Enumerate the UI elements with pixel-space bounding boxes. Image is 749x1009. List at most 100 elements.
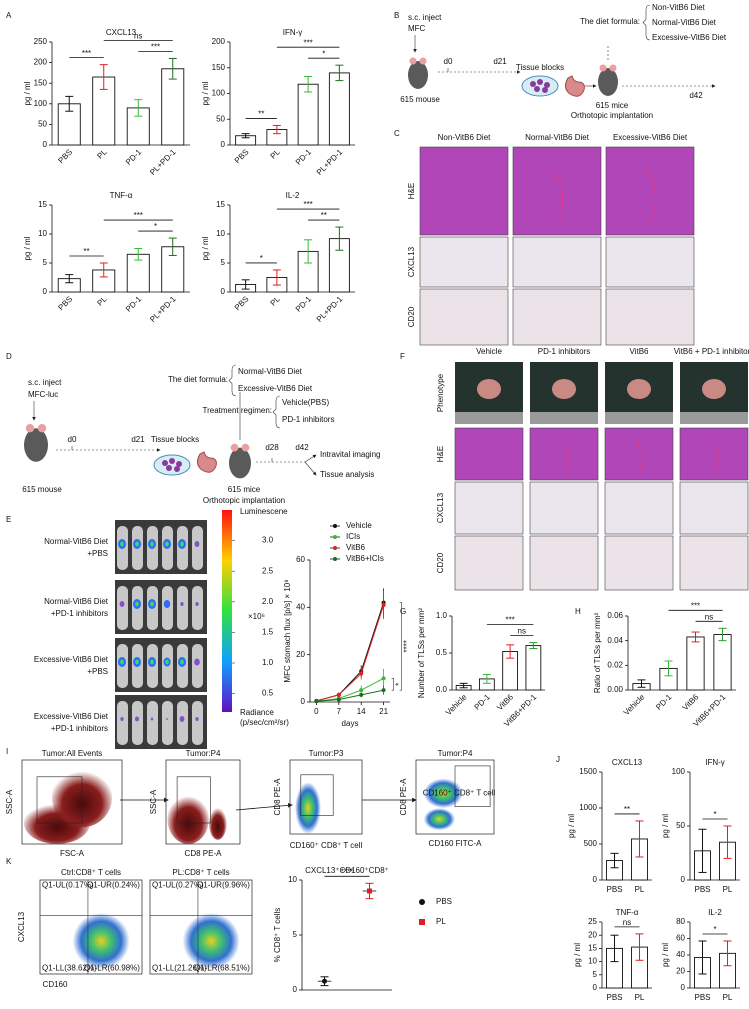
y-tick-label: 20 xyxy=(588,930,597,939)
y-tick-label: 0 xyxy=(301,697,306,706)
x-tick-label: 14 xyxy=(357,707,366,716)
mouse-image xyxy=(192,701,203,745)
panel-letter: C xyxy=(394,129,400,138)
bar xyxy=(161,68,185,146)
label: MFC xyxy=(408,24,426,33)
micrograph xyxy=(454,427,524,481)
quadrant-label: Q1-LL(38.62%) xyxy=(42,963,97,972)
stomach-icon xyxy=(196,451,217,473)
y-tick-label: 0 xyxy=(43,140,48,149)
y-axis-label: pg / ml xyxy=(661,814,670,838)
micrograph xyxy=(419,146,509,236)
colorbar-unit: (p/sec/cm²/sr) xyxy=(240,718,289,727)
y-tick-label: 25 xyxy=(588,917,597,926)
signal xyxy=(180,659,184,665)
legend-label: PL xyxy=(436,917,446,926)
colorbar-scale: ×10⁶ xyxy=(248,612,265,621)
series-line xyxy=(316,677,384,702)
x-tick-label: Vehicle xyxy=(444,692,469,717)
gate xyxy=(36,776,83,824)
label: Orthotopic implantation xyxy=(571,111,653,120)
flow-note: CD160⁺ CD8⁺ T cell xyxy=(290,841,363,850)
x-tick-label: 0 xyxy=(314,707,319,716)
x-tick-label: PBS xyxy=(694,993,710,1002)
y-tick-label: 0.00 xyxy=(607,685,623,694)
signal xyxy=(120,717,124,721)
imaging-panel xyxy=(115,695,207,749)
significance-label: ** xyxy=(83,247,89,256)
row-label: CXCL13 xyxy=(436,492,445,523)
quadrant-label: Q1-UR(9.96%) xyxy=(197,881,250,890)
y-tick-label: 0.04 xyxy=(607,636,623,645)
micrograph xyxy=(605,146,695,236)
bar xyxy=(525,645,542,691)
label: d28 xyxy=(265,443,279,452)
micrograph xyxy=(529,481,599,535)
legend-marker xyxy=(419,899,425,905)
mouse-image xyxy=(162,701,173,745)
imaging-panel xyxy=(115,638,207,692)
point xyxy=(336,697,341,702)
mouse-icon xyxy=(599,64,607,72)
micrograph xyxy=(605,288,695,346)
colorbar xyxy=(222,510,232,712)
point xyxy=(359,688,364,693)
label: Tissue analysis xyxy=(320,470,374,479)
arrow xyxy=(304,461,317,476)
group-label: +PD-1 inhibitors xyxy=(51,724,108,733)
dish-icon xyxy=(521,75,559,97)
tls-outline xyxy=(552,168,564,223)
y-axis-label: MFC stomach flux [p/s] × 10⁸ xyxy=(283,579,292,682)
significance-label: **** xyxy=(403,640,412,652)
x-tick-label: PD-1 xyxy=(294,294,314,314)
significance-label: * xyxy=(154,222,157,231)
legend-label: VitB6 xyxy=(346,543,366,552)
y-tick-label: 0 xyxy=(681,875,686,884)
y-tick-label: 5 xyxy=(43,258,48,267)
label: Normal-VitB6 Diet xyxy=(238,367,303,376)
y-tick-label: 20 xyxy=(676,967,685,976)
y-tick-label: 15 xyxy=(38,200,47,209)
y-tick-label: 0.06 xyxy=(607,611,623,620)
significance-label: ns xyxy=(623,918,631,927)
chart-title: IFN-γ xyxy=(283,28,303,37)
label: d0 xyxy=(444,57,453,66)
x-tick-label: PL xyxy=(268,294,282,308)
tissue-block xyxy=(542,87,548,93)
label: 615 mice xyxy=(596,101,629,110)
y-axis-label: pg / ml xyxy=(201,236,210,260)
colorbar-tick-label: 2.0 xyxy=(262,597,274,606)
y-axis-label: Number of TLSs per mm² xyxy=(417,608,426,698)
signal xyxy=(166,718,168,720)
flow-density xyxy=(423,778,463,809)
significance-label: ** xyxy=(624,805,630,814)
y-tick-label: 60 xyxy=(676,934,685,943)
mouse-image xyxy=(162,586,173,630)
chart-title: CXCL13⁺CD160⁺CD8⁺ xyxy=(305,866,389,875)
legend-marker xyxy=(419,919,425,925)
y-tick-label: 100 xyxy=(672,767,686,776)
legend-label: PBS xyxy=(436,897,452,906)
y-tick-label: 0.5 xyxy=(436,648,448,657)
x-tick-label: VitB6 xyxy=(495,692,515,712)
tumor xyxy=(552,379,576,399)
label: Treatment regimen: xyxy=(202,406,272,415)
chart-title: TNF-α xyxy=(110,191,133,200)
panel-letter: G xyxy=(400,607,406,616)
label: 615 mouse xyxy=(400,95,440,104)
y-tick-label: 0 xyxy=(43,287,48,296)
series-line xyxy=(316,689,384,702)
mouse-image xyxy=(192,644,203,688)
row-label: H&E xyxy=(407,183,416,199)
dish-icon xyxy=(153,454,191,476)
y-axis-label: pg / ml xyxy=(661,943,670,967)
chart-title: CXCL13 xyxy=(106,28,137,37)
flow-density xyxy=(208,806,227,840)
significance-label: ** xyxy=(321,211,327,220)
mouse-image xyxy=(147,701,158,745)
label: Orthotopic implantation xyxy=(203,496,285,505)
label: Tissue blocks xyxy=(516,63,564,72)
mouse-image xyxy=(117,701,128,745)
flow-ylabel: CD8 PE-A xyxy=(273,778,282,816)
x-tick-label: PL xyxy=(635,993,645,1002)
